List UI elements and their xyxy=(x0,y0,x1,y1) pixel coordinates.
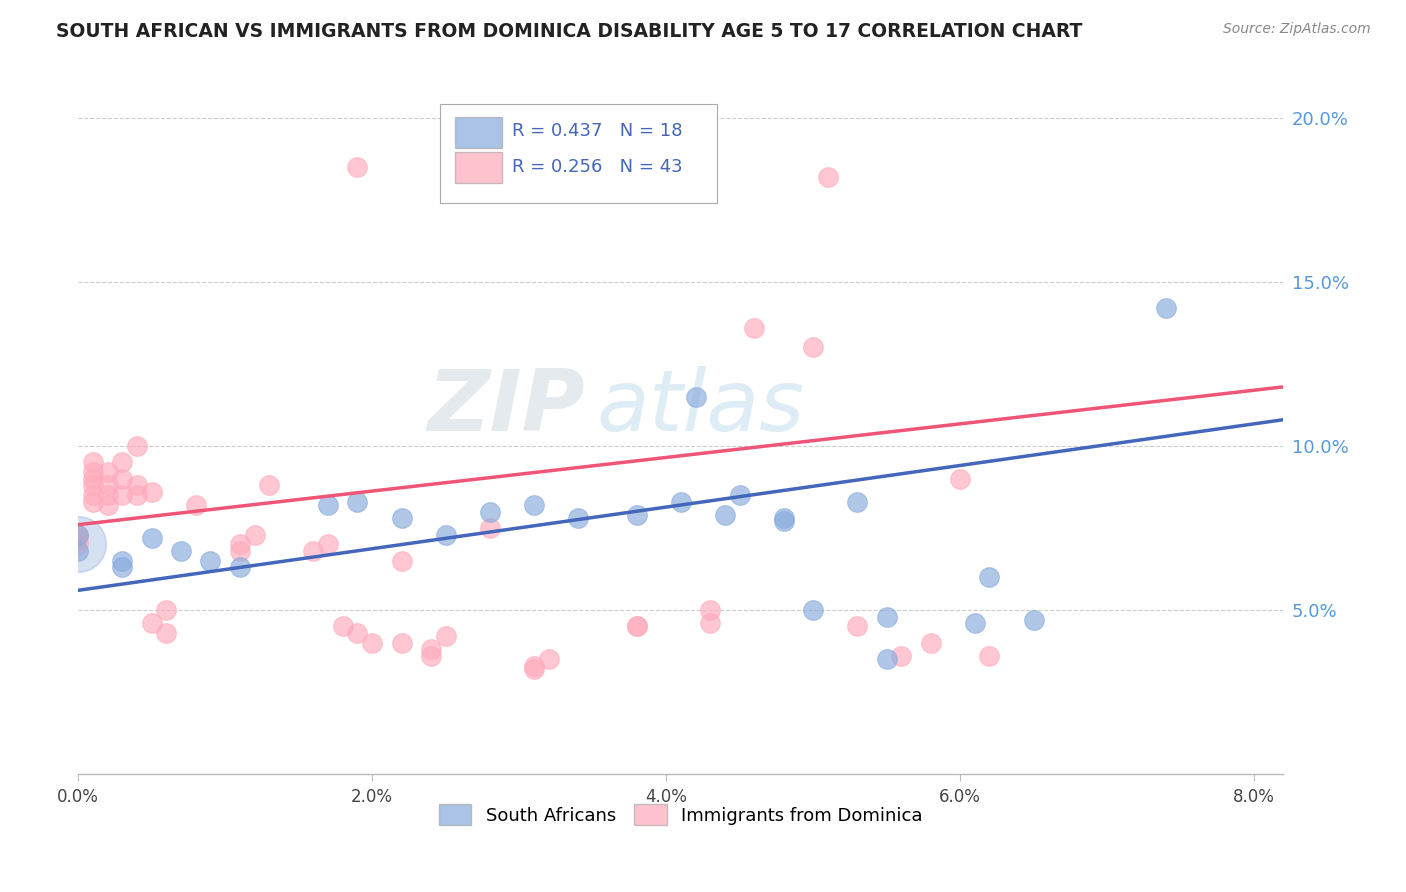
Point xyxy=(346,626,368,640)
Point xyxy=(125,439,148,453)
Point xyxy=(96,498,118,512)
Text: ZIP: ZIP xyxy=(427,366,585,449)
Point xyxy=(346,160,368,174)
Point xyxy=(82,494,104,508)
Point xyxy=(125,478,148,492)
Point xyxy=(728,488,751,502)
Point xyxy=(626,619,648,633)
Text: R = 0.437   N = 18: R = 0.437 N = 18 xyxy=(512,122,682,140)
Point xyxy=(155,603,177,617)
Point xyxy=(111,472,134,486)
Point xyxy=(876,652,898,666)
Point xyxy=(243,527,266,541)
Point xyxy=(184,498,207,512)
Point xyxy=(1022,613,1045,627)
Point xyxy=(229,560,252,574)
Point xyxy=(685,390,707,404)
Point xyxy=(67,527,90,541)
Point xyxy=(772,511,794,525)
Point xyxy=(742,320,765,334)
Point xyxy=(141,484,163,499)
Point xyxy=(979,570,1001,584)
Point xyxy=(96,478,118,492)
Point xyxy=(979,648,1001,663)
Point xyxy=(82,488,104,502)
Point xyxy=(67,537,90,551)
Point xyxy=(876,609,898,624)
Point xyxy=(801,341,824,355)
Point xyxy=(82,478,104,492)
Point xyxy=(626,508,648,522)
Point xyxy=(229,544,252,558)
Point xyxy=(67,544,90,558)
Text: R = 0.256   N = 43: R = 0.256 N = 43 xyxy=(512,158,683,176)
Point xyxy=(111,488,134,502)
Point xyxy=(332,619,354,633)
Point xyxy=(361,636,384,650)
Point xyxy=(170,544,193,558)
Point xyxy=(846,494,869,508)
Point xyxy=(67,537,90,551)
Point xyxy=(391,511,413,525)
Point xyxy=(801,603,824,617)
Point xyxy=(920,636,942,650)
Text: atlas: atlas xyxy=(596,366,804,449)
Point xyxy=(82,465,104,479)
Point xyxy=(846,619,869,633)
Point xyxy=(567,511,589,525)
Point xyxy=(257,478,280,492)
FancyBboxPatch shape xyxy=(456,152,502,183)
Point xyxy=(111,560,134,574)
Point xyxy=(82,472,104,486)
Point xyxy=(772,515,794,529)
Point xyxy=(96,465,118,479)
Point xyxy=(141,531,163,545)
Point xyxy=(699,616,721,631)
Legend: South Africans, Immigrants from Dominica: South Africans, Immigrants from Dominica xyxy=(439,805,922,825)
Point xyxy=(302,544,325,558)
Point xyxy=(949,472,972,486)
Point xyxy=(111,455,134,469)
Point xyxy=(523,658,546,673)
Point xyxy=(316,498,339,512)
Point xyxy=(141,616,163,631)
Point xyxy=(1154,301,1177,315)
Point xyxy=(523,498,546,512)
FancyBboxPatch shape xyxy=(456,117,502,147)
Point xyxy=(714,508,737,522)
Point xyxy=(817,169,839,184)
Point xyxy=(478,505,501,519)
Point xyxy=(419,648,441,663)
Point xyxy=(229,537,252,551)
Text: SOUTH AFRICAN VS IMMIGRANTS FROM DOMINICA DISABILITY AGE 5 TO 17 CORRELATION CHA: SOUTH AFRICAN VS IMMIGRANTS FROM DOMINIC… xyxy=(56,22,1083,41)
Point xyxy=(434,629,457,643)
Point xyxy=(155,626,177,640)
Point xyxy=(419,642,441,657)
Point xyxy=(125,488,148,502)
Point xyxy=(537,652,560,666)
Point xyxy=(67,527,90,541)
Point xyxy=(434,527,457,541)
Point xyxy=(669,494,692,508)
Point xyxy=(82,455,104,469)
Point xyxy=(96,488,118,502)
Point xyxy=(111,554,134,568)
Point xyxy=(316,537,339,551)
Point xyxy=(67,531,90,545)
Text: Source: ZipAtlas.com: Source: ZipAtlas.com xyxy=(1223,22,1371,37)
Point xyxy=(346,494,368,508)
Point xyxy=(200,554,222,568)
Point xyxy=(478,521,501,535)
Point xyxy=(963,616,986,631)
Point xyxy=(890,648,912,663)
Point xyxy=(523,662,546,676)
Point xyxy=(626,619,648,633)
Point xyxy=(391,636,413,650)
FancyBboxPatch shape xyxy=(440,103,717,202)
Point xyxy=(391,554,413,568)
Point xyxy=(699,603,721,617)
